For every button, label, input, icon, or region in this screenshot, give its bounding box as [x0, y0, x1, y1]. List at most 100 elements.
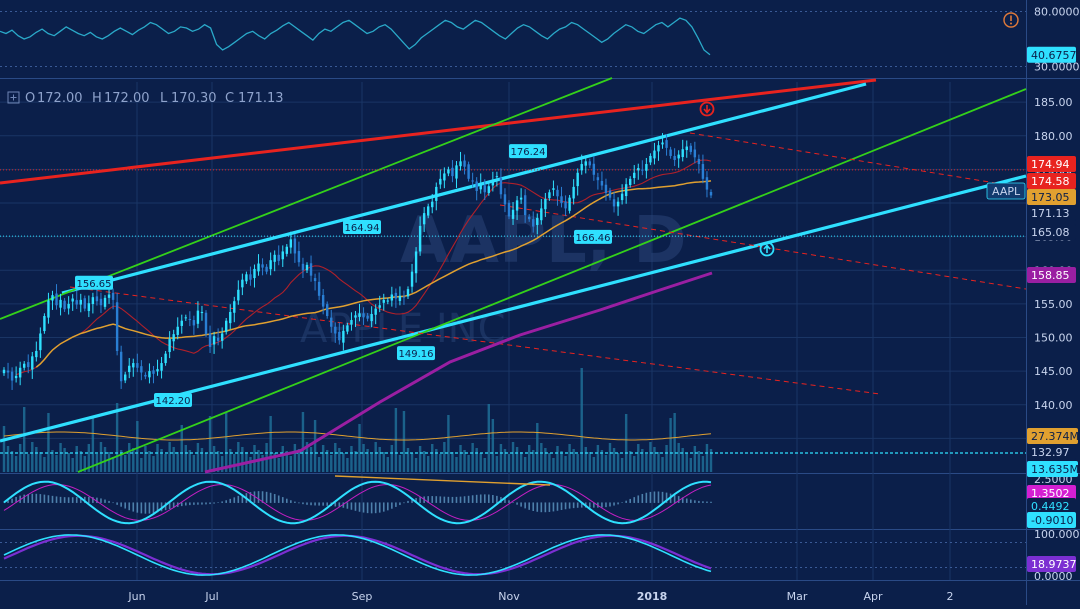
candle-body[interactable]	[313, 278, 317, 282]
stoch-k-line[interactable]	[3, 534, 712, 576]
moving-averages[interactable]	[15, 159, 713, 474]
volume-bar[interactable]	[697, 451, 701, 472]
candle-body[interactable]	[536, 217, 539, 225]
volume-bar[interactable]	[705, 444, 709, 472]
candle-body[interactable]	[548, 192, 551, 199]
volume-bar[interactable]	[313, 420, 317, 472]
red-dashed-upper-line[interactable]	[689, 132, 1027, 189]
candle-body[interactable]	[608, 190, 612, 198]
candle-body[interactable]	[398, 295, 402, 301]
candle-body[interactable]	[35, 350, 38, 358]
candle-body[interactable]	[245, 274, 248, 282]
volume-bar[interactable]	[87, 444, 91, 472]
volume-bar[interactable]	[673, 413, 676, 472]
candle-body[interactable]	[673, 155, 676, 160]
candle-body[interactable]	[43, 316, 46, 332]
candle-body[interactable]	[249, 274, 252, 280]
volume-bar[interactable]	[519, 452, 523, 472]
volume-bar[interactable]	[35, 447, 38, 472]
volume-bar[interactable]	[321, 445, 325, 472]
candle-body[interactable]	[665, 140, 668, 148]
volume-bar[interactable]	[51, 450, 54, 472]
volume-bar[interactable]	[160, 449, 163, 472]
volume-bar[interactable]	[289, 456, 293, 472]
time-axis[interactable]: Jun Jul Sep Nov 2018 Mar Apr 2	[127, 590, 953, 603]
volume-bar[interactable]	[370, 454, 373, 472]
volume-bar[interactable]	[487, 404, 491, 472]
volume-bar[interactable]	[358, 424, 361, 472]
candle-body[interactable]	[47, 300, 50, 318]
candle-body[interactable]	[693, 149, 697, 158]
candle-body[interactable]	[212, 336, 216, 345]
candle-body[interactable]	[115, 302, 119, 351]
volume-bar[interactable]	[483, 458, 486, 472]
candle-body[interactable]	[224, 320, 228, 332]
candle-body[interactable]	[289, 239, 293, 248]
candle-body[interactable]	[107, 294, 111, 298]
candle-body[interactable]	[148, 371, 151, 378]
candle-body[interactable]	[59, 299, 62, 308]
volume-bar[interactable]	[362, 444, 365, 472]
volume-bar[interactable]	[43, 457, 46, 472]
volume-bar[interactable]	[123, 455, 127, 472]
volume-bar[interactable]	[196, 443, 200, 472]
candle-body[interactable]	[293, 238, 297, 254]
candle-body[interactable]	[701, 164, 705, 179]
volume-bar[interactable]	[350, 446, 353, 472]
candle-body[interactable]	[483, 185, 486, 193]
volume-bar[interactable]	[200, 448, 204, 472]
volume-bar[interactable]	[398, 455, 402, 472]
stochastic-panel[interactable]	[0, 534, 1026, 576]
candle-body[interactable]	[653, 150, 656, 159]
volume-bar[interactable]	[681, 448, 684, 472]
volume-bar[interactable]	[164, 454, 167, 472]
candle-body[interactable]	[422, 213, 426, 225]
volume-bar[interactable]	[75, 446, 78, 472]
candle-body[interactable]	[394, 292, 398, 299]
candle-body[interactable]	[435, 186, 438, 201]
volume-bar[interactable]	[422, 451, 426, 472]
volume-bar[interactable]	[548, 453, 551, 472]
candle-body[interactable]	[67, 303, 70, 309]
volume-bar[interactable]	[426, 456, 430, 472]
candle-body[interactable]	[560, 196, 563, 204]
volume-bar[interactable]	[511, 442, 515, 472]
volume-bar[interactable]	[669, 418, 672, 472]
volume-bar[interactable]	[27, 454, 30, 472]
volume-bar[interactable]	[584, 447, 587, 472]
candle-body[interactable]	[281, 251, 284, 260]
candle-body[interactable]	[99, 298, 103, 306]
volume-bar[interactable]	[83, 456, 87, 472]
volume-bar[interactable]	[144, 446, 147, 472]
candle-body[interactable]	[705, 177, 709, 190]
volume-bar[interactable]	[386, 457, 390, 472]
candle-body[interactable]	[216, 337, 220, 341]
volume-bar[interactable]	[616, 453, 620, 472]
candle-body[interactable]	[439, 178, 442, 185]
volume-bar[interactable]	[592, 457, 596, 472]
candle-body[interactable]	[31, 356, 34, 370]
volume-bar[interactable]	[176, 452, 179, 472]
candle-body[interactable]	[79, 299, 82, 305]
candle-body[interactable]	[297, 251, 301, 263]
volume-bar[interactable]	[346, 458, 349, 472]
candle-body[interactable]	[588, 161, 592, 166]
sma-50-line[interactable]	[35, 180, 712, 368]
candle-body[interactable]	[63, 300, 66, 310]
volume-bar[interactable]	[665, 445, 668, 472]
price-axis[interactable]: 185.00180.00175.00170.00165.00160.00155.…	[986, 6, 1080, 583]
candle-body[interactable]	[241, 279, 244, 288]
volume-bar[interactable]	[532, 450, 535, 472]
candle-body[interactable]	[321, 295, 325, 307]
candle-body[interactable]	[620, 193, 624, 201]
candle-body[interactable]	[362, 313, 365, 318]
candle-body[interactable]	[136, 363, 139, 368]
macd-divergence-line[interactable]	[334, 475, 551, 486]
volume-bar[interactable]	[459, 445, 462, 472]
volume-bar[interactable]	[67, 453, 70, 472]
candle-body[interactable]	[261, 264, 264, 268]
volume-bar[interactable]	[111, 457, 115, 472]
candle-body[interactable]	[204, 312, 208, 335]
candle-body[interactable]	[491, 179, 495, 186]
